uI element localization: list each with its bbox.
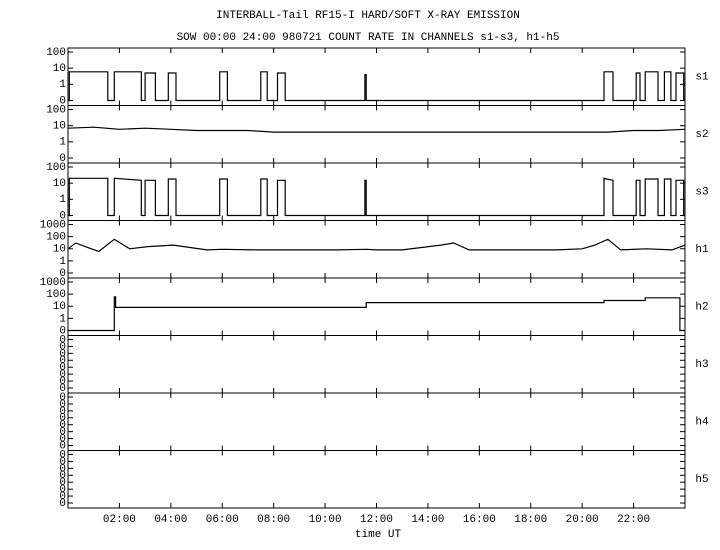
- data-line: [68, 177, 685, 217]
- y-tick-label: 0: [59, 484, 66, 496]
- y-tick-label: 0: [59, 355, 66, 367]
- x-tick-label: 12:00: [360, 514, 393, 526]
- x-tick-label: 02:00: [103, 514, 136, 526]
- panel-label: h4: [695, 417, 709, 429]
- y-tick-label: 0: [59, 449, 66, 461]
- y-tick-label: 0: [59, 420, 66, 432]
- y-tick-label: 100: [46, 232, 66, 244]
- panel-label: s3: [695, 187, 708, 199]
- y-tick-label: 1000: [40, 277, 66, 289]
- y-tick-label: 1: [59, 79, 66, 91]
- panel-label: s2: [695, 129, 708, 141]
- data-line: [68, 296, 685, 332]
- y-tick-label: 10: [53, 301, 66, 313]
- y-tick-label: 0: [59, 334, 66, 346]
- y-tick-label: 0: [59, 498, 66, 510]
- y-tick-label: 10: [53, 178, 66, 190]
- x-tick-label: 08:00: [257, 514, 290, 526]
- x-tick-label: 22:00: [617, 514, 650, 526]
- y-tick-label: 100: [46, 104, 66, 116]
- y-tick-label: 100: [46, 47, 66, 59]
- y-tick-label: 0: [59, 470, 66, 482]
- x-tick-label: 18:00: [514, 514, 547, 526]
- y-tick-label: 0: [59, 376, 66, 388]
- panel-label: h3: [695, 359, 708, 371]
- y-tick-label: 0: [59, 406, 66, 418]
- y-tick-label: 1: [59, 313, 66, 325]
- y-tick-label: 1000: [40, 219, 66, 231]
- panel-label: h1: [695, 244, 709, 256]
- x-tick-label: 10:00: [309, 514, 342, 526]
- x-tick-label: 06:00: [206, 514, 239, 526]
- y-tick-label: 0: [59, 456, 66, 468]
- x-tick-label: 14:00: [411, 514, 444, 526]
- data-line: [67, 238, 686, 253]
- x-tick-label: 04:00: [154, 514, 187, 526]
- chart-subtitle: SOW 00:00 24:00 980721 COUNT RATE IN CHA…: [177, 32, 560, 44]
- y-tick-label: 0: [59, 440, 66, 452]
- y-tick-label: 0: [59, 95, 66, 107]
- y-tick-label: 0: [59, 427, 66, 439]
- chart-title: INTERBALL-Tail RF15-I HARD/SOFT X-RAY EM…: [216, 10, 520, 22]
- y-tick-label: 0: [59, 477, 66, 489]
- y-tick-label: 100: [46, 289, 66, 301]
- y-tick-label: 10: [53, 121, 66, 133]
- x-tick-label: 16:00: [463, 514, 496, 526]
- x-axis-label: time UT: [355, 529, 402, 541]
- y-tick-label: 0: [59, 491, 66, 503]
- y-tick-label: 0: [59, 348, 66, 360]
- y-tick-label: 0: [59, 362, 66, 374]
- y-tick-label: 0: [59, 153, 66, 165]
- y-tick-label: 0: [59, 325, 66, 337]
- panel-label: h2: [695, 302, 708, 314]
- y-tick-label: 0: [59, 433, 66, 445]
- y-tick-label: 0: [59, 369, 66, 381]
- y-tick-label: 0: [59, 392, 66, 404]
- x-tick-label: 20:00: [566, 514, 599, 526]
- y-tick-label: 0: [59, 210, 66, 222]
- y-tick-label: 10: [53, 63, 66, 75]
- panel-label: s1: [695, 72, 709, 84]
- data-line: [67, 126, 686, 133]
- y-tick-label: 1: [59, 194, 66, 206]
- y-tick-label: 0: [59, 413, 66, 425]
- y-tick-label: 0: [59, 383, 66, 395]
- y-tick-label: 1: [59, 256, 66, 268]
- y-tick-label: 1: [59, 137, 66, 149]
- data-line: [68, 71, 685, 102]
- y-tick-label: 0: [59, 399, 66, 411]
- y-tick-label: 0: [59, 463, 66, 475]
- y-tick-label: 10: [53, 244, 66, 256]
- y-tick-label: 100: [46, 162, 66, 174]
- y-tick-label: 0: [59, 268, 66, 280]
- y-tick-label: 0: [59, 341, 66, 353]
- panel-label: h5: [695, 474, 708, 486]
